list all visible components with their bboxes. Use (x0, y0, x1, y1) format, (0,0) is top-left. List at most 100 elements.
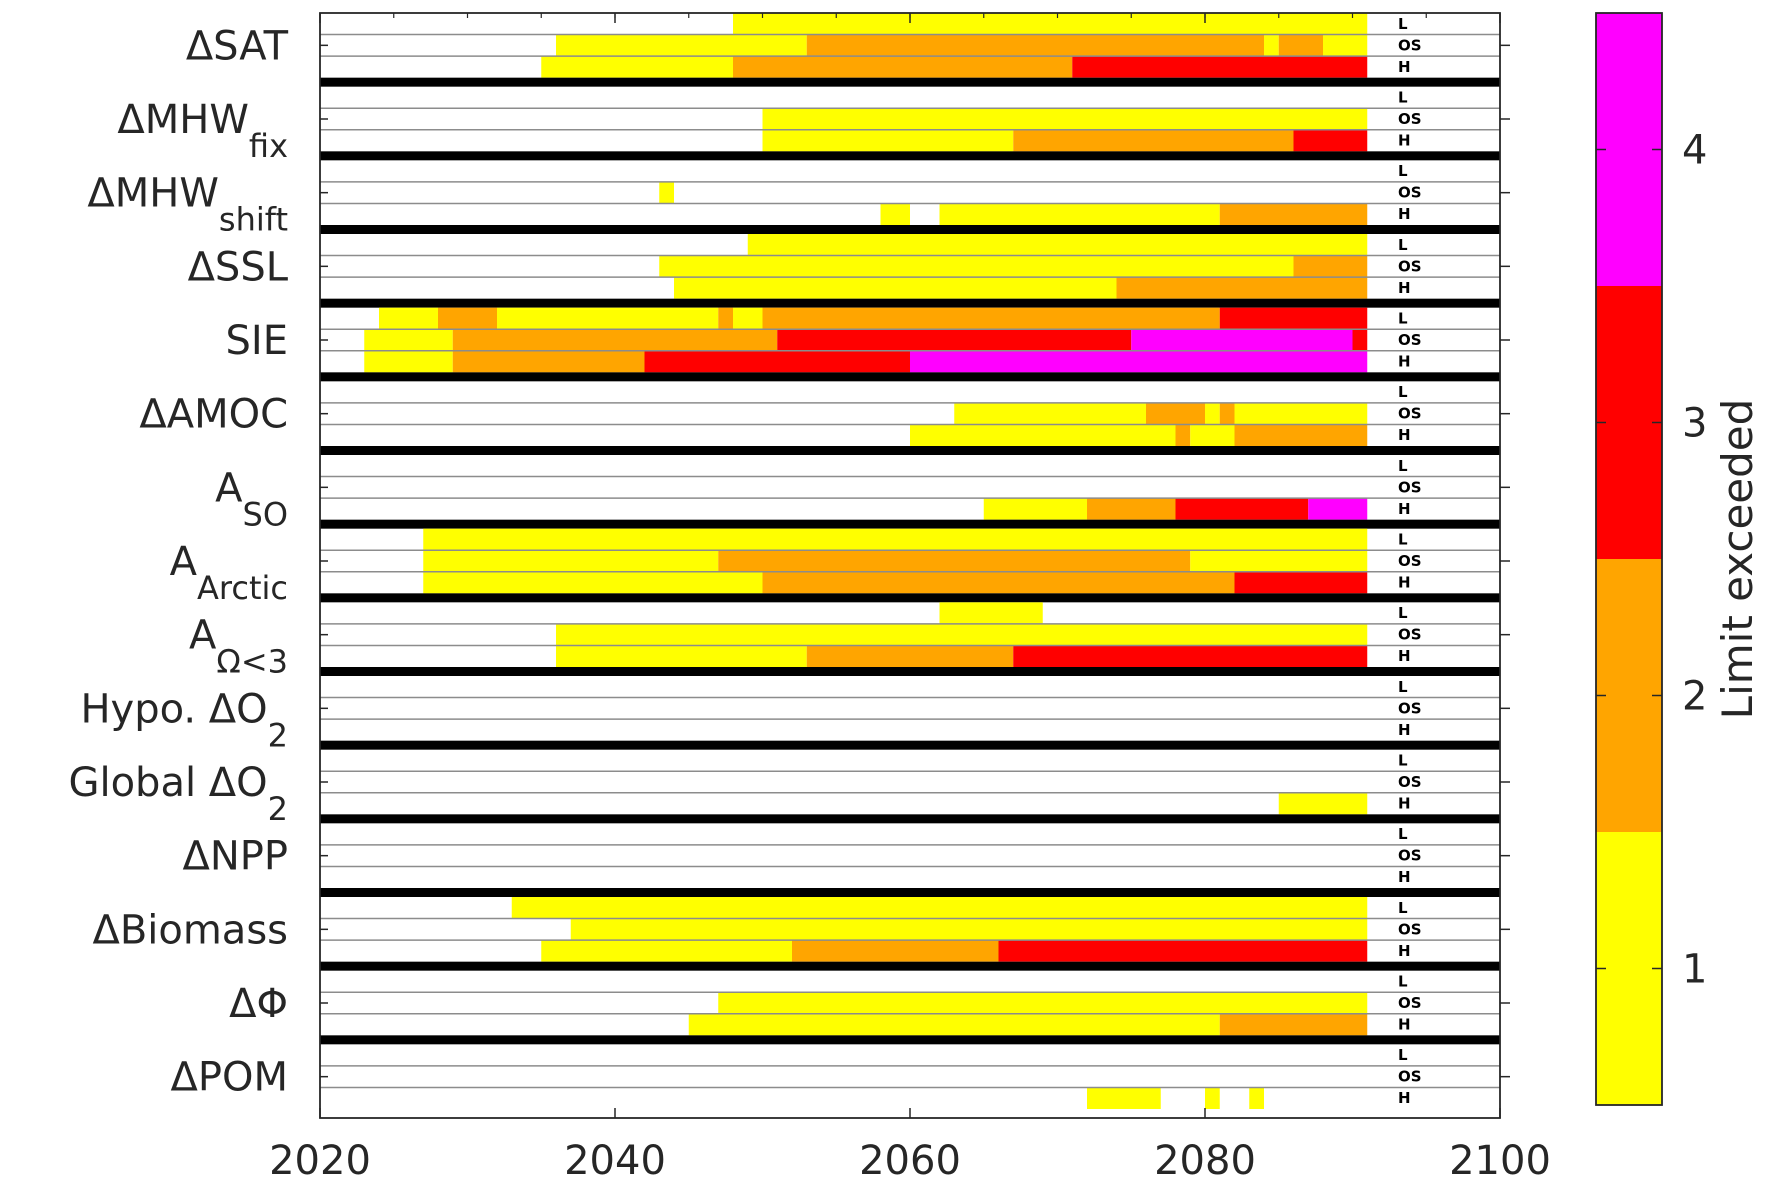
scenario-label: H (1398, 353, 1411, 371)
scenario-label: OS (1398, 994, 1422, 1012)
exceedance-segment (762, 108, 1368, 130)
scenario-label: H (1398, 868, 1411, 886)
exceedance-segment (452, 350, 645, 373)
exceedance-segment (1116, 277, 1368, 299)
scenario-label: H (1398, 795, 1411, 813)
variable-label: AΩ<3 (189, 613, 288, 681)
exceedance-segment (806, 34, 1264, 57)
scenario-label: H (1398, 1089, 1411, 1107)
exceedance-segment (1013, 129, 1294, 152)
exceedance-segment (1131, 329, 1353, 351)
exceedance-segment (762, 571, 1235, 594)
colorbar-segment (1596, 13, 1662, 286)
exceedance-segment (1234, 571, 1368, 594)
variable-label-main: A (170, 539, 198, 585)
variable-label: ΔSAT (186, 23, 289, 69)
exceedance-segment (364, 329, 453, 351)
panel: L OS H (320, 602, 1510, 676)
panel: L OS H (320, 751, 1510, 824)
exceedance-segment (910, 424, 1176, 446)
scenario-label: H (1398, 279, 1411, 297)
scenario-label: OS (1398, 920, 1422, 938)
scenario-label: L (1398, 899, 1408, 917)
variable-label: ASO (215, 465, 288, 533)
exceedance-segment (1219, 1013, 1368, 1036)
exceedance-segment (762, 129, 1014, 152)
scenario-label: L (1398, 678, 1408, 696)
variable-label-main: A (215, 465, 243, 511)
panel-separator (320, 519, 1500, 529)
exceedance-segment (1219, 402, 1235, 425)
scenario-label: L (1398, 15, 1408, 33)
scenario-label: L (1398, 825, 1408, 843)
exceedance-segment (556, 645, 807, 667)
scenario-label: L (1398, 751, 1408, 769)
colorbar-segment (1596, 832, 1662, 1105)
exceedance-segment (1293, 255, 1368, 278)
colorbar-tick-label: 3 (1682, 401, 1707, 447)
exceedance-segment (747, 234, 1368, 256)
panel: L OS H (320, 897, 1510, 971)
exceedance-segment (718, 992, 1368, 1014)
exceedance-segment (423, 571, 763, 594)
exceedance-segment (1219, 203, 1368, 225)
panel: L OS H (320, 825, 1510, 897)
exceedance-segment (1087, 1087, 1161, 1109)
panel-separator (320, 151, 1500, 161)
panel-separator (320, 1035, 1500, 1045)
variable-label: SIE (226, 318, 288, 364)
exceedance-segment (364, 350, 453, 373)
variable-label: ΔBiomass (92, 907, 288, 953)
variable-label: ΔMHWshift (87, 171, 288, 239)
panel: L OS H (320, 528, 1510, 603)
exceedance-segment (423, 528, 1368, 551)
exceedance-segment (1234, 424, 1368, 446)
variable-label-main: SIE (226, 318, 288, 364)
exceedance-segment (511, 897, 1368, 919)
panel-separator (320, 446, 1500, 455)
variable-label-subscript: shift (219, 201, 288, 239)
colorbar-segment (1596, 286, 1662, 559)
exceedance-segment (939, 602, 1043, 624)
scenario-label: H (1398, 647, 1411, 665)
variable-label-main: A (189, 613, 217, 659)
variable-label-subscript: Ω<3 (216, 643, 288, 681)
variable-label-main: ΔSAT (186, 23, 289, 69)
variable-label-main: ΔΦ (229, 981, 288, 1027)
exceedance-segment (1278, 792, 1368, 815)
scenario-label: L (1398, 236, 1408, 254)
exceedance-segment (1205, 1087, 1220, 1109)
exceedance-segment (688, 1013, 1220, 1036)
panel: L OS H (320, 88, 1510, 161)
scenario-label: OS (1398, 1068, 1422, 1086)
exceedance-segment (939, 203, 1220, 225)
scenario-label: H (1398, 58, 1411, 76)
variable-label: Hypo. ΔO2 (80, 686, 288, 754)
scenario-label: OS (1398, 184, 1422, 202)
panel-separator (320, 667, 1500, 676)
scenario-label: OS (1398, 626, 1422, 644)
exceedance-segment (1323, 34, 1368, 57)
colorbar-frame (1595, 12, 1663, 1106)
colorbar-label: Limit exceeded (1713, 399, 1762, 720)
scenario-label: L (1398, 604, 1408, 622)
scenario-label: H (1398, 574, 1411, 592)
scenario-label: L (1398, 972, 1408, 990)
panel-separator (320, 225, 1500, 234)
panel: L OS H (320, 307, 1510, 382)
variable-label-main: ΔNPP (182, 834, 288, 880)
variable-label: ΔAMOC (139, 392, 288, 438)
scenario-label: H (1398, 721, 1411, 739)
panel-separator (320, 961, 1500, 971)
scenario-label: L (1398, 1046, 1408, 1064)
variable-label-main: Global ΔO (68, 760, 267, 806)
variable-label: ΔΦ (229, 981, 288, 1027)
exceedance-segment (452, 329, 778, 351)
exceedance-segment (1190, 550, 1368, 572)
exceedance-segment (570, 918, 1368, 941)
x-tick-label: 2060 (859, 1138, 961, 1184)
exceedance-segment (954, 402, 1146, 425)
exceedance-segment (733, 56, 1073, 78)
exceedance-segment (1175, 424, 1191, 446)
scenario-label: L (1398, 383, 1408, 401)
